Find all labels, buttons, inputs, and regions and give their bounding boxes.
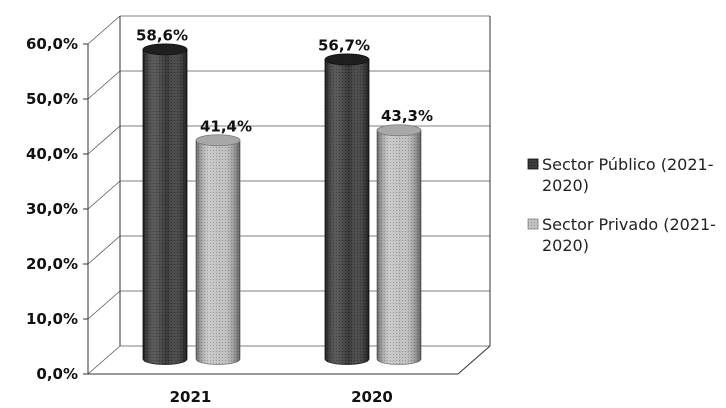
y-tick-label: 10,0% [26, 310, 78, 328]
bars [142, 43, 422, 365]
grid-diagonal [87, 345, 121, 375]
legend-label: Sector Público (2021- [542, 155, 713, 174]
data-label: 58,6% [136, 26, 188, 44]
grid-diagonal [87, 235, 121, 265]
x-tick-label: 2021 [170, 388, 212, 406]
grid-diagonal [87, 290, 121, 320]
y-axis: 0,0% 10,0% 20,0% 30,0% 40,0% 50,0% 60,0% [26, 35, 88, 383]
legend-entry: Sector Privado (2021- 2020) [527, 215, 716, 255]
legend-label: 2020) [542, 176, 589, 195]
bar-privado-2020 [376, 124, 422, 365]
data-labels: 58,6% 41,4% 56,7% 43,3% [136, 26, 433, 135]
legend: Sector Público (2021-2020)Sector Privado… [527, 155, 716, 255]
data-label: 43,3% [381, 107, 433, 125]
legend-swatch [527, 218, 539, 230]
bar-publico-2020 [324, 53, 370, 365]
y-tick-label: 0,0% [36, 365, 78, 383]
legend-label: Sector Privado (2021- [542, 215, 716, 234]
x-axis: 2021 2020 [170, 388, 393, 406]
bar-publico-2021 [142, 43, 188, 365]
grid-diagonal [87, 125, 121, 155]
grid-diagonal [87, 15, 121, 45]
data-label: 41,4% [200, 117, 252, 135]
y-tick-label: 30,0% [26, 200, 78, 218]
y-tick-label: 50,0% [26, 90, 78, 108]
grid-diagonal [87, 180, 121, 210]
legend-swatch [527, 158, 539, 170]
y-tick-label: 60,0% [26, 35, 78, 53]
y-tick-label: 40,0% [26, 145, 78, 163]
y-tick-label: 20,0% [26, 255, 78, 273]
data-label: 56,7% [318, 36, 370, 54]
bar-privado-2021 [195, 134, 241, 365]
grid-diagonal [87, 70, 121, 100]
floor-right-edge [457, 345, 491, 375]
legend-label: 2020) [542, 236, 589, 255]
x-tick-label: 2020 [351, 388, 393, 406]
legend-entry: Sector Público (2021- 2020) [527, 155, 713, 195]
